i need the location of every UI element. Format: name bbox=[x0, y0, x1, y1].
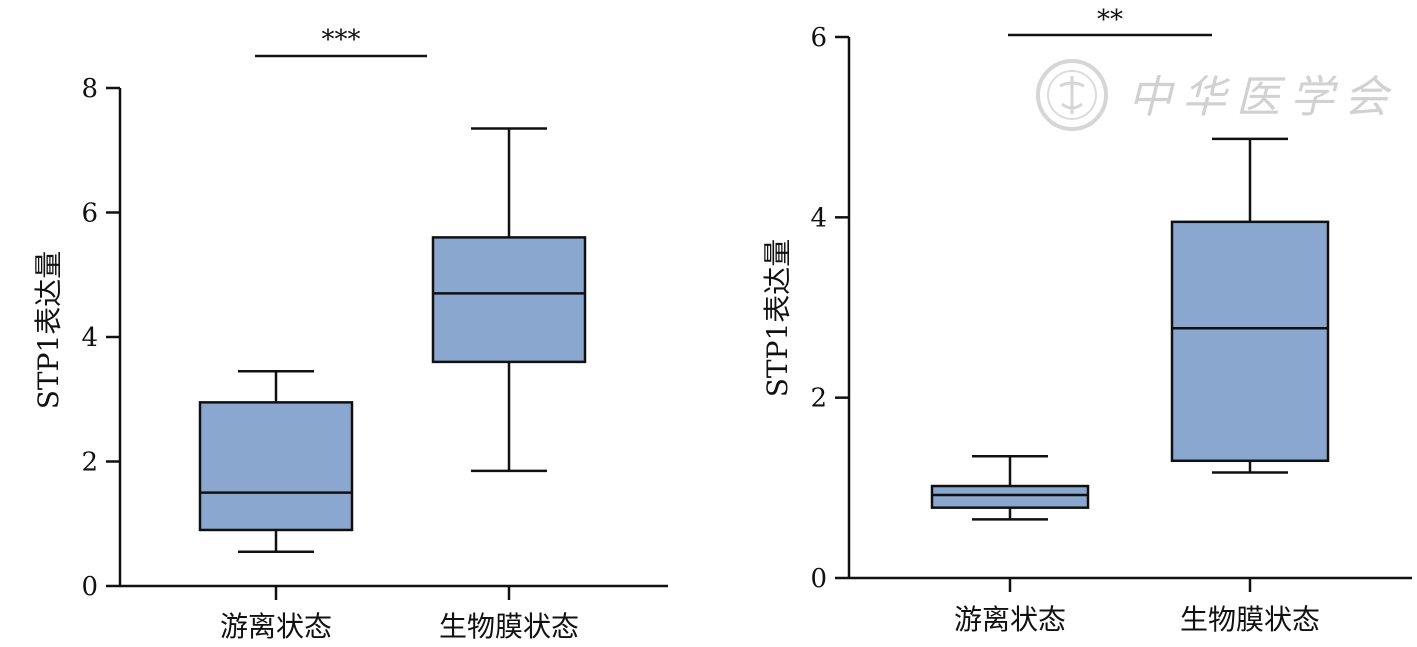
significance: *** bbox=[255, 25, 427, 58]
category-label: 游离状态 bbox=[220, 610, 332, 643]
boxes bbox=[930, 137, 1330, 521]
category-label: 生物膜状态 bbox=[1180, 603, 1320, 636]
x-ticks: 游离状态 生物膜状态 bbox=[220, 586, 579, 643]
y-ticks: 0 2 4 6 bbox=[810, 23, 849, 594]
box-1 bbox=[431, 127, 587, 473]
category-label: 游离状态 bbox=[954, 603, 1066, 636]
watermark-text: 中华医学会 bbox=[1128, 72, 1398, 123]
iqr-box bbox=[930, 484, 1090, 509]
iqr-box bbox=[198, 401, 354, 532]
y-ticks: 0 2 4 6 8 bbox=[81, 74, 120, 602]
iqr-box bbox=[1170, 220, 1330, 463]
y-tick-label: 8 bbox=[81, 74, 98, 104]
y-axis-label: STP1表达量 bbox=[32, 251, 65, 410]
boxes bbox=[198, 127, 587, 554]
society-seal-icon bbox=[1036, 59, 1108, 131]
iqr-box bbox=[431, 236, 587, 364]
y-tick-label: 6 bbox=[81, 199, 98, 229]
y-tick-label: 4 bbox=[81, 323, 98, 353]
category-label: 生物膜状态 bbox=[439, 610, 579, 643]
y-tick-label: 6 bbox=[810, 23, 827, 53]
box-1 bbox=[1170, 137, 1330, 474]
y-tick-label: 0 bbox=[81, 572, 98, 602]
significance-label: *** bbox=[322, 25, 361, 55]
y-tick-label: 2 bbox=[810, 384, 827, 414]
y-tick-label: 4 bbox=[810, 203, 827, 233]
y-tick-label: 0 bbox=[810, 564, 827, 594]
significance-label: ** bbox=[1097, 5, 1123, 35]
box-0 bbox=[198, 369, 354, 554]
significance: ** bbox=[1008, 5, 1212, 37]
box-0 bbox=[930, 455, 1090, 521]
left-chart: 0 2 4 6 8 游离状态 生物膜状态 *** STP1表达量 bbox=[32, 25, 668, 643]
y-tick-label: 2 bbox=[81, 448, 98, 478]
watermark: 中华医学会 bbox=[1036, 59, 1398, 131]
y-axis-label: STP1表达量 bbox=[761, 239, 794, 398]
right-chart: 0 2 4 6 游离状态 生物膜状态 ** STP1表达量 bbox=[761, 5, 1412, 636]
x-ticks: 游离状态 生物膜状态 bbox=[954, 578, 1320, 636]
